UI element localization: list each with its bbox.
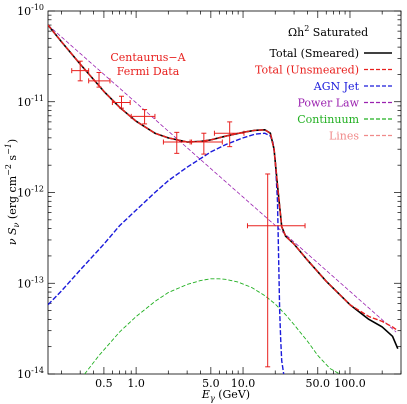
annotation-line-1: Centaurus−A xyxy=(110,51,186,64)
x-tick-label: 50.0 xyxy=(306,377,331,390)
legend-label: AGN Jet xyxy=(313,80,360,93)
legend-label: Lines xyxy=(329,130,359,143)
series-power-law xyxy=(48,24,397,333)
x-tick-label: 0.5 xyxy=(95,377,113,390)
data-point xyxy=(213,121,245,148)
y-tick-label: 10-10 xyxy=(17,3,44,18)
x-axis-tick-labels: 0.5 1.0 5.0 10.0 50.0 100.0 xyxy=(95,377,366,390)
legend-entry: Power Law xyxy=(297,97,392,110)
y-axis-label: ν Sν (erg cm−2 s−1) xyxy=(4,139,21,245)
legend-entry: Lines xyxy=(329,130,392,143)
data-point xyxy=(246,173,306,368)
annotation: Centaurus−A Fermi Data xyxy=(110,51,186,78)
y-axis-tick-labels: 10-10 10-11 10-12 10-13 10-14 xyxy=(17,3,44,381)
x-tick-label: 1.0 xyxy=(127,377,145,390)
series-total-unsmeared xyxy=(48,24,399,332)
y-axis-ticks xyxy=(48,10,401,375)
data-point xyxy=(191,132,223,155)
legend-label: Total (Smeared) xyxy=(269,47,359,60)
fermi-data-points xyxy=(71,60,306,368)
data-point xyxy=(162,131,191,154)
series-agn-jet xyxy=(48,132,285,374)
legend-label: Power Law xyxy=(297,97,359,110)
legend-entry: Continuum xyxy=(297,113,392,126)
data-point xyxy=(111,95,131,109)
legend-label: Total (Unsmeared) xyxy=(255,64,359,77)
y-tick-label: 10-11 xyxy=(17,94,44,109)
series-continuum xyxy=(84,278,340,374)
legend-entry: Total (Smeared) xyxy=(269,47,392,60)
legend-entry: Total (Unsmeared) xyxy=(255,64,392,77)
x-axis-ticks xyxy=(61,11,402,374)
x-axis-label: Eγ (GeV) xyxy=(201,388,250,403)
legend: Ωh2 Saturated Total (Smeared) Total (Unsm… xyxy=(255,24,392,143)
legend-entry: AGN Jet xyxy=(313,80,392,93)
annotation-line-2: Fermi Data xyxy=(117,65,180,78)
series-layer xyxy=(48,24,399,374)
x-tick-label: 10.0 xyxy=(231,377,256,390)
x-tick-label: 100.0 xyxy=(334,377,366,390)
y-tick-label: 10-12 xyxy=(17,185,44,200)
data-point xyxy=(88,72,111,88)
y-tick-label: 10-13 xyxy=(17,275,44,290)
legend-label: Continuum xyxy=(297,113,359,126)
y-tick-label: 10-14 xyxy=(17,366,44,381)
legend-title: Ωh2 Saturated xyxy=(288,24,368,39)
data-point xyxy=(71,60,90,82)
data-point xyxy=(130,109,156,125)
x-tick-label: 5.0 xyxy=(202,377,220,390)
